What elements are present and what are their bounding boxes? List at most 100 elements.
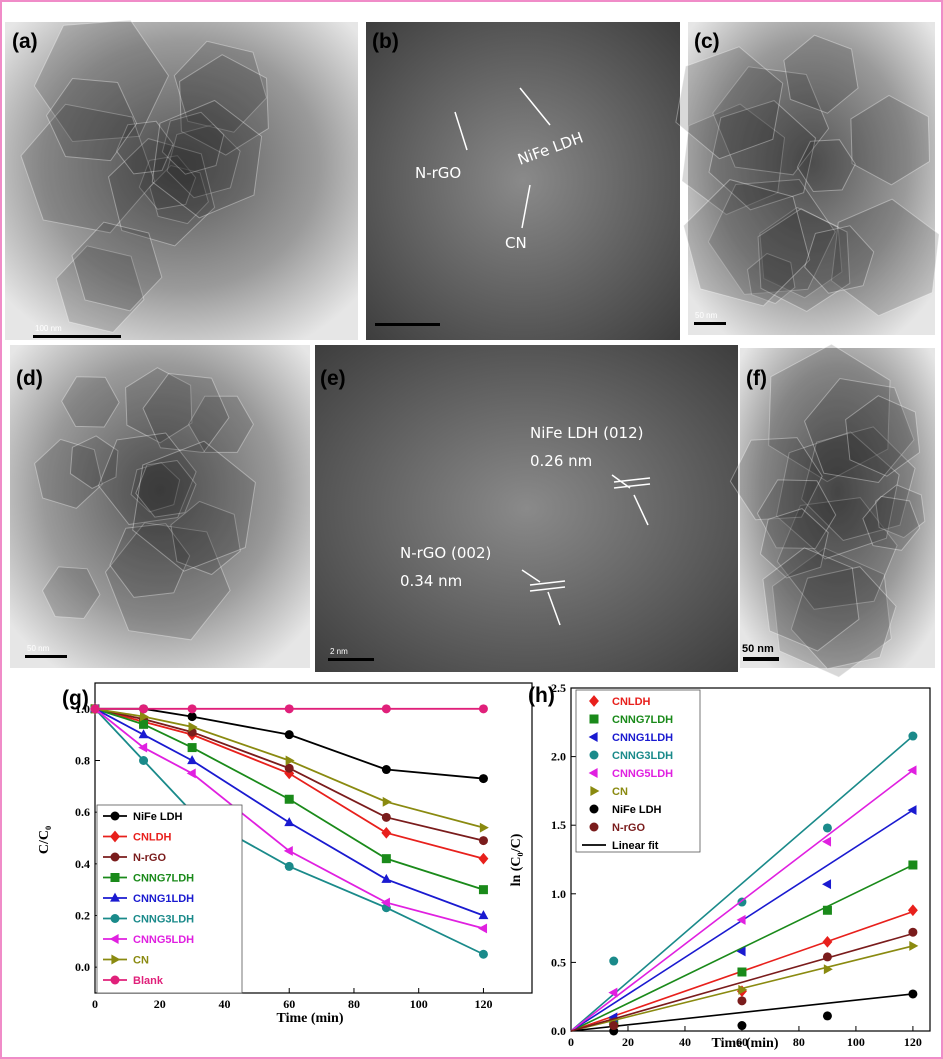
- x-tick-label: 40: [218, 997, 230, 1011]
- annotation: CN: [505, 234, 527, 252]
- legend-label: Blank: [133, 975, 164, 987]
- marker: [737, 1021, 746, 1030]
- marker: [382, 854, 391, 863]
- marker: [479, 774, 488, 783]
- annotation: N-rGO: [415, 164, 461, 182]
- y-tick-label: 0.2: [75, 909, 90, 923]
- legend-marker: [590, 751, 599, 760]
- marker: [285, 730, 294, 739]
- marker: [823, 906, 832, 915]
- legend-marker: [111, 853, 120, 862]
- y-tick-label: 0.0: [75, 960, 90, 974]
- legend-label: CNNG7LDH: [612, 714, 673, 726]
- y-axis-title: C/C₀: [37, 826, 52, 854]
- legend-label: CNLDH: [133, 832, 172, 844]
- legend-label: CNNG5LDH: [133, 934, 194, 946]
- y-tick-label: 1.0: [551, 887, 566, 901]
- x-tick-label: 80: [793, 1035, 805, 1049]
- marker: [382, 813, 391, 822]
- annotation: 0.26 nm: [530, 452, 592, 470]
- marker: [609, 957, 618, 966]
- legend-label: CNNG3LDH: [133, 914, 194, 926]
- legend-marker: [111, 914, 120, 923]
- x-tick-label: 120: [904, 1035, 922, 1049]
- annotation: N-rGO (002): [400, 544, 491, 562]
- y-tick-label: 0.4: [75, 857, 90, 871]
- panel-label: (f): [746, 367, 767, 390]
- panel-label: (b): [372, 30, 399, 53]
- marker: [479, 950, 488, 959]
- x-axis-title: Time (min): [711, 1036, 778, 1051]
- x-tick-label: 20: [154, 997, 166, 1011]
- marker: [188, 712, 197, 721]
- panel-label: (e): [320, 367, 346, 390]
- panel-label: (a): [12, 30, 38, 53]
- tem-image-e: [315, 345, 738, 672]
- panel-label: (h): [528, 684, 555, 707]
- marker: [908, 860, 917, 869]
- legend-label: CNNG7LDH: [133, 873, 194, 885]
- marker: [382, 765, 391, 774]
- marker: [823, 823, 832, 832]
- y-tick-label: 0.6: [75, 805, 90, 819]
- x-tick-label: 0: [92, 997, 98, 1011]
- scale-bar-label: 100 nm: [35, 324, 62, 333]
- marker: [908, 989, 917, 998]
- legend-marker: [111, 812, 120, 821]
- marker: [823, 952, 832, 961]
- scale-bar-label: 50 nm: [695, 311, 718, 320]
- marker: [737, 968, 746, 977]
- x-tick-label: 0: [568, 1035, 574, 1049]
- legend-label: CNNG5LDH: [612, 768, 673, 780]
- scale-bar-label: 2 nm: [330, 647, 348, 656]
- legend-marker: [590, 823, 599, 832]
- y-tick-label: 0.0: [551, 1024, 566, 1038]
- legend-marker: [111, 976, 120, 985]
- marker: [285, 704, 294, 713]
- legend-marker: [590, 805, 599, 814]
- panel-label: (g): [62, 687, 89, 710]
- scale-bar-label: 50 nm: [742, 643, 774, 655]
- x-tick-label: 60: [283, 997, 295, 1011]
- x-tick-label: 40: [679, 1035, 691, 1049]
- x-tick-label: 100: [847, 1035, 865, 1049]
- annotation: 0.34 nm: [400, 572, 462, 590]
- legend-label: N-rGO: [133, 852, 166, 864]
- marker: [382, 704, 391, 713]
- legend-label: CNNG3LDH: [612, 750, 673, 762]
- marker: [737, 996, 746, 1005]
- x-tick-label: 120: [474, 997, 492, 1011]
- y-tick-label: 0.5: [551, 955, 566, 969]
- figure: (a) (b) (c) (d) (e) (f) N-rGO NiFe LDH C…: [0, 0, 943, 1059]
- marker: [91, 704, 100, 713]
- legend-marker: [590, 715, 599, 724]
- legend-label: CN: [612, 786, 628, 798]
- legend-label: CNNG1LDH: [133, 893, 194, 905]
- marker: [188, 704, 197, 713]
- marker: [139, 704, 148, 713]
- tem-image-b: [366, 22, 680, 340]
- marker: [609, 1021, 618, 1030]
- scale-bar-label: 50 nm: [27, 644, 50, 653]
- annotation: NiFe LDH (012): [530, 424, 643, 442]
- legend-marker: [111, 873, 120, 882]
- marker: [139, 756, 148, 765]
- x-tick-label: 80: [348, 997, 360, 1011]
- legend-label: NiFe LDH: [612, 804, 662, 816]
- marker: [823, 1011, 832, 1020]
- marker: [908, 928, 917, 937]
- x-tick-label: 20: [622, 1035, 634, 1049]
- legend-label: N-rGO: [612, 822, 645, 834]
- legend-label: CNNG1LDH: [612, 732, 673, 744]
- marker: [285, 862, 294, 871]
- x-axis-title: Time (min): [276, 1011, 343, 1026]
- y-tick-label: 2.0: [551, 750, 566, 764]
- y-axis-title: ln (C₀/C): [509, 833, 524, 886]
- y-tick-label: 1.5: [551, 818, 566, 832]
- panel-label: (c): [694, 30, 720, 53]
- marker: [188, 743, 197, 752]
- legend-label: NiFe LDH: [133, 811, 183, 823]
- marker: [479, 836, 488, 845]
- x-tick-label: 100: [410, 997, 428, 1011]
- marker: [908, 732, 917, 741]
